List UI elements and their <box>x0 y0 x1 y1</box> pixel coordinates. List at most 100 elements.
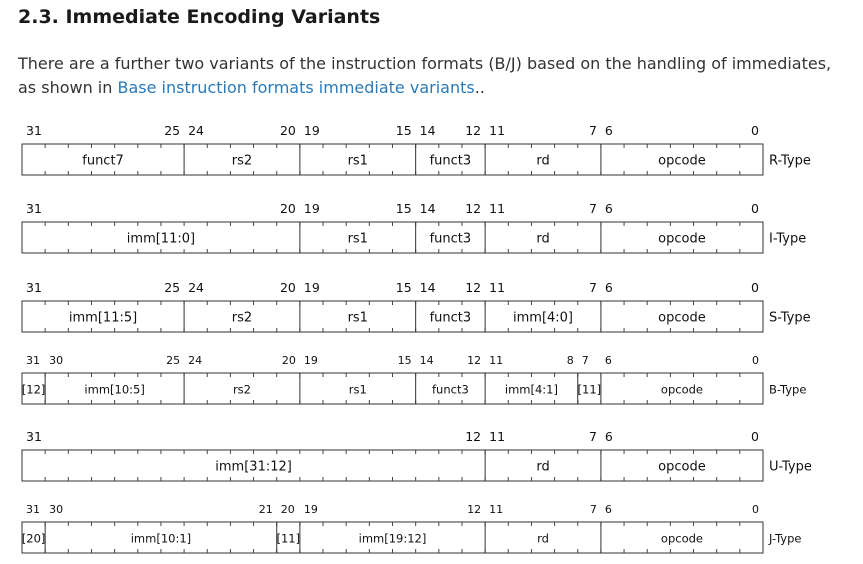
bit-label: 0 <box>751 429 759 444</box>
field-label: rd <box>536 460 549 475</box>
bit-label: 7 <box>590 503 597 516</box>
field-label: rs1 <box>348 154 368 169</box>
bit-label: 12 <box>465 429 481 444</box>
bit-label: 31 <box>26 429 42 444</box>
field-label: rs2 <box>232 311 252 326</box>
field-label: opcode <box>658 311 706 326</box>
field-label: funct7 <box>82 154 124 169</box>
bit-label: 11 <box>489 354 503 367</box>
bit-label: 15 <box>396 201 412 216</box>
bit-label: 7 <box>589 280 597 295</box>
bit-label: 11 <box>489 429 505 444</box>
field-label: opcode <box>658 154 706 169</box>
bit-label: 11 <box>489 503 503 516</box>
bit-label: 19 <box>304 201 320 216</box>
section-heading: 2.3. Immediate Encoding Variants <box>18 6 381 28</box>
bit-label: 30 <box>49 503 63 516</box>
field-label: imm[4:1] <box>505 383 558 397</box>
field-label: [11] <box>578 383 602 397</box>
bit-label: 6 <box>605 280 613 295</box>
format-type-label: U-Type <box>769 460 812 475</box>
bit-label: 6 <box>605 429 613 444</box>
bit-label: 31 <box>26 280 42 295</box>
field-label: imm[4:0] <box>513 311 573 326</box>
bit-label: 14 <box>420 123 436 138</box>
bit-label: 0 <box>752 354 759 367</box>
field-label: imm[11:5] <box>69 311 137 326</box>
bit-label: 6 <box>605 201 613 216</box>
format-b-type: 31 30 25 24 20 19 15 14 12 11 8 7 6 0 [12] imm[10:5] rs2… <box>21 354 806 405</box>
bit-label: 0 <box>751 201 759 216</box>
format-type-label: J-Type <box>768 532 802 546</box>
format-type-label: I-Type <box>769 232 806 247</box>
bit-label: 20 <box>280 280 296 295</box>
bit-label: 11 <box>489 123 505 138</box>
bit-label: 31 <box>26 123 42 138</box>
bit-label: 20 <box>280 123 296 138</box>
format-type-label: R-Type <box>769 154 811 169</box>
format-s-type: 31 25 24 20 19 15 14 12 11 7 6 0 imm[11:5] rs2 rs1 func… <box>21 280 811 333</box>
bit-label: 6 <box>605 354 612 367</box>
bit-label: 7 <box>589 429 597 444</box>
field-label: funct3 <box>432 383 469 397</box>
bit-label: 19 <box>304 354 318 367</box>
format-type-label: S-Type <box>769 311 811 326</box>
bit-label: 19 <box>304 123 320 138</box>
format-u-type: 31 12 11 7 6 0 imm[31:12] rd opcode U-Type <box>21 429 812 482</box>
bit-label: 30 <box>49 354 63 367</box>
field-label: rd <box>537 532 549 546</box>
bit-label: 19 <box>304 280 320 295</box>
field-label: opcode <box>661 532 703 546</box>
bit-label: 25 <box>164 280 180 295</box>
field-label: funct3 <box>430 311 472 326</box>
field-label: [12] <box>22 383 46 397</box>
bit-label: 11 <box>489 201 505 216</box>
bit-label: 15 <box>396 123 412 138</box>
bit-label: 31 <box>26 201 42 216</box>
format-i-type: 31 20 19 15 14 12 11 7 6 0 imm[11:0] rs1 funct3 rd opc… <box>21 201 806 254</box>
field-label: imm[19:12] <box>359 532 427 546</box>
bit-label: 24 <box>188 280 204 295</box>
field-label: imm[11:0] <box>127 232 195 247</box>
bit-label: 15 <box>398 354 412 367</box>
bit-label: 7 <box>589 123 597 138</box>
bit-label: 12 <box>467 354 481 367</box>
bit-label: 12 <box>467 503 481 516</box>
bit-label: 21 <box>259 503 273 516</box>
format-r-type: 31 25 24 20 19 15 14 12 11 7 6 0 funct7 rs2 rs1 funct3 r… <box>21 123 811 176</box>
field-label: imm[10:5] <box>84 383 144 397</box>
bit-label: 6 <box>605 123 613 138</box>
field-label: [11] <box>276 532 300 546</box>
bit-label: 7 <box>582 354 589 367</box>
format-j-type: 31 30 21 20 19 12 11 7 6 0 [20] imm[10:1] [11] imm[19… <box>21 503 802 554</box>
bit-label: 24 <box>188 123 204 138</box>
bit-label: 12 <box>465 280 481 295</box>
bit-label: 0 <box>751 280 759 295</box>
bit-label: 31 <box>26 354 40 367</box>
field-label: rd <box>536 154 549 169</box>
bit-label: 6 <box>605 503 612 516</box>
bit-label: 0 <box>752 503 759 516</box>
field-label: opcode <box>661 383 703 397</box>
bit-label: 31 <box>26 503 40 516</box>
field-label: rs1 <box>349 383 367 397</box>
bit-label: 14 <box>420 354 434 367</box>
bit-label: 12 <box>465 123 481 138</box>
bit-label: 14 <box>420 201 436 216</box>
format-box <box>21 143 764 176</box>
field-label: [20] <box>22 532 46 546</box>
field-label: rs1 <box>348 311 368 326</box>
field-label: rd <box>536 232 549 247</box>
bit-label: 25 <box>164 123 180 138</box>
format-type-label: B-Type <box>769 383 806 397</box>
field-label: rs2 <box>233 383 251 397</box>
bit-label: 7 <box>589 201 597 216</box>
bit-label: 20 <box>281 503 295 516</box>
bit-label: 0 <box>751 123 759 138</box>
format-box <box>21 449 764 482</box>
bit-label: 20 <box>280 201 296 216</box>
formats-variants-link[interactable]: Base instruction formats immediate varia… <box>117 78 475 97</box>
field-label: imm[31:12] <box>215 460 292 475</box>
field-label: funct3 <box>430 154 472 169</box>
